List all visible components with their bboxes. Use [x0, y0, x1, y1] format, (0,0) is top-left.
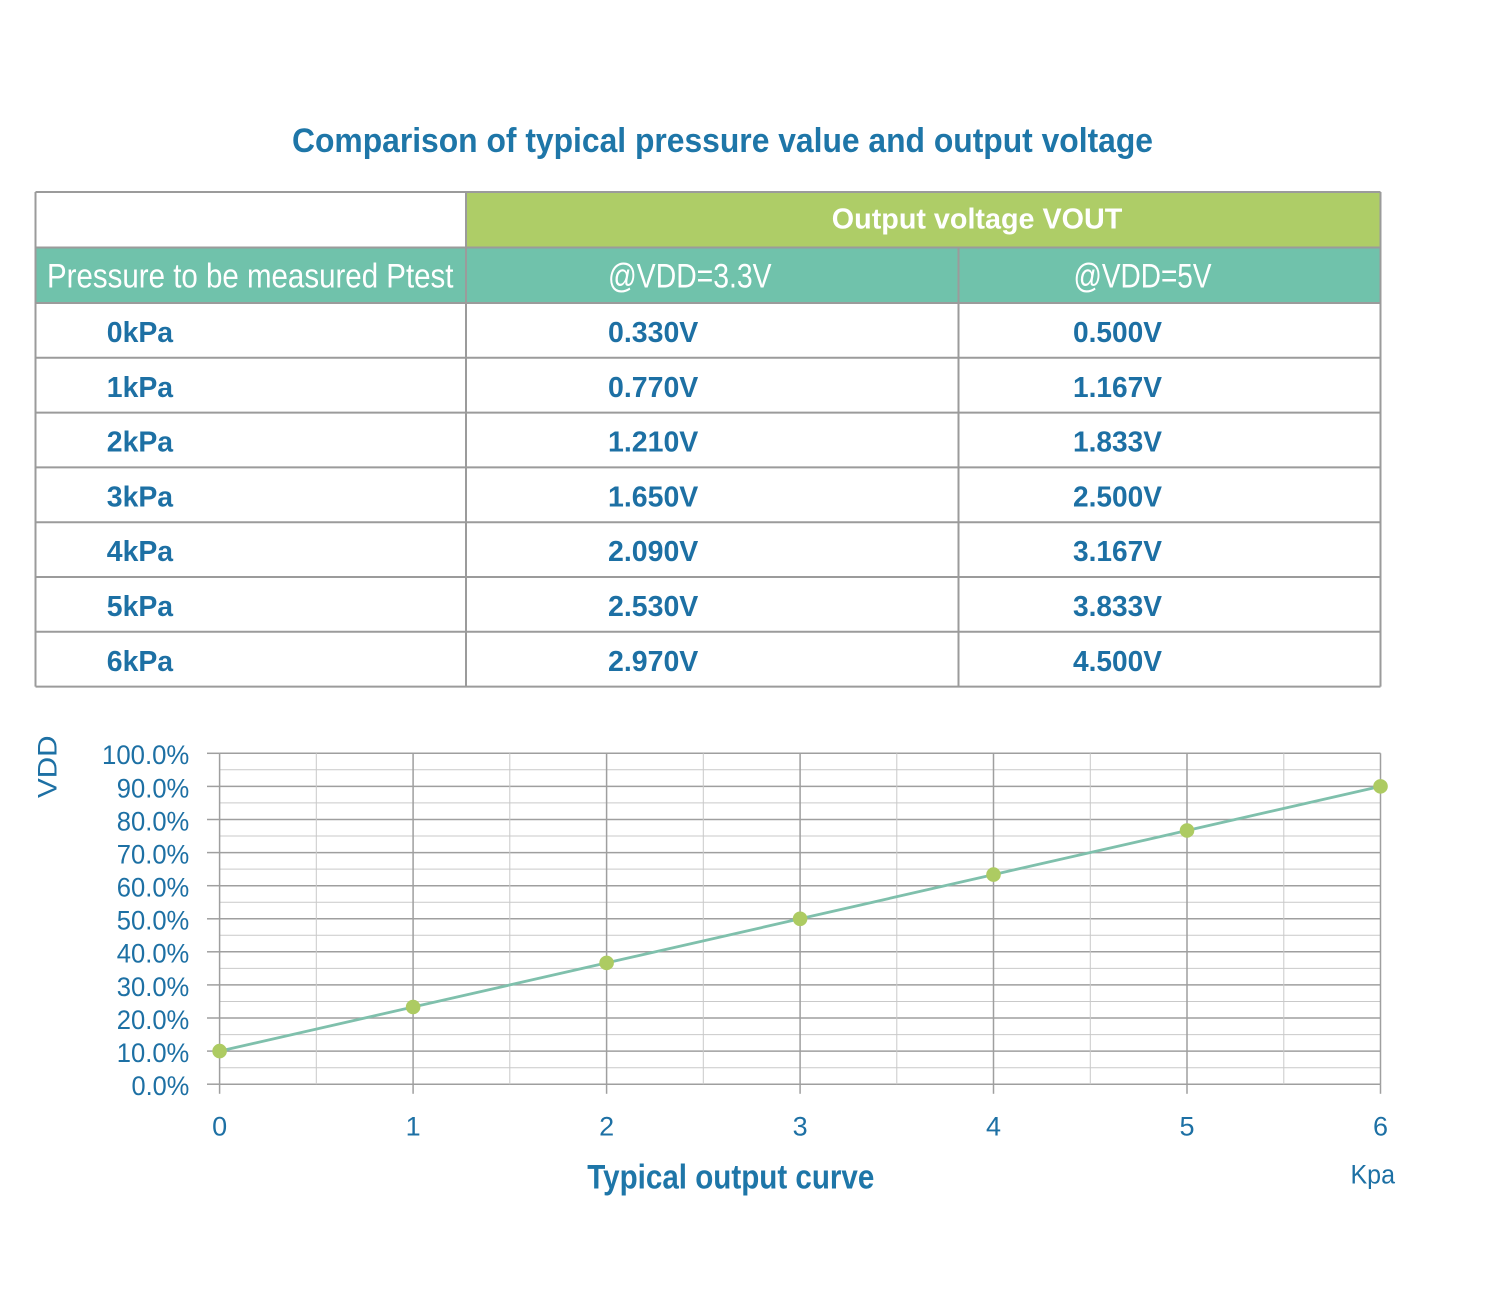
svg-text:30.0%: 30.0%	[117, 972, 190, 1002]
svg-text:5: 5	[1179, 1111, 1194, 1141]
svg-text:0.330V: 0.330V	[608, 317, 699, 349]
svg-text:0.500V: 0.500V	[1073, 317, 1163, 349]
svg-text:Typical output curve: Typical output curve	[587, 1158, 874, 1196]
svg-text:@VDD=5V: @VDD=5V	[1074, 258, 1212, 296]
svg-text:Comparison of typical pressure: Comparison of typical pressure value and…	[292, 122, 1153, 160]
svg-text:1.167V: 1.167V	[1073, 372, 1163, 404]
svg-text:40.0%: 40.0%	[117, 939, 190, 969]
svg-text:2: 2	[599, 1111, 614, 1141]
svg-text:70.0%: 70.0%	[117, 840, 190, 870]
svg-text:3.833V: 3.833V	[1073, 591, 1163, 623]
svg-text:Kpa: Kpa	[1351, 1159, 1396, 1189]
svg-text:3: 3	[793, 1111, 808, 1141]
svg-text:0.0%: 0.0%	[132, 1071, 190, 1101]
svg-text:2kPa: 2kPa	[107, 427, 174, 459]
svg-text:0.770V: 0.770V	[608, 372, 699, 404]
svg-text:2.090V: 2.090V	[608, 536, 699, 568]
svg-text:2.530V: 2.530V	[608, 591, 699, 623]
svg-text:2.500V: 2.500V	[1073, 481, 1163, 513]
svg-text:5kPa: 5kPa	[107, 591, 174, 623]
svg-text:@VDD=3.3V: @VDD=3.3V	[608, 258, 772, 296]
svg-text:10.0%: 10.0%	[117, 1038, 190, 1068]
svg-text:1.210V: 1.210V	[608, 427, 699, 459]
svg-text:0kPa: 0kPa	[107, 317, 174, 349]
svg-text:3.167V: 3.167V	[1073, 536, 1163, 568]
svg-text:1: 1	[406, 1111, 421, 1141]
svg-text:4.500V: 4.500V	[1073, 646, 1163, 678]
svg-text:80.0%: 80.0%	[117, 806, 190, 836]
svg-text:VDD: VDD	[32, 736, 62, 799]
svg-text:1.833V: 1.833V	[1073, 427, 1163, 459]
svg-text:0: 0	[212, 1111, 227, 1141]
svg-text:3kPa: 3kPa	[107, 481, 174, 513]
svg-text:50.0%: 50.0%	[117, 906, 190, 936]
svg-text:Pressure to be measured Ptest: Pressure to be measured Ptest	[47, 257, 454, 295]
svg-text:6: 6	[1373, 1111, 1388, 1141]
svg-text:2.970V: 2.970V	[608, 646, 699, 678]
svg-text:100.0%: 100.0%	[102, 740, 189, 770]
svg-text:1kPa: 1kPa	[107, 372, 174, 404]
svg-text:60.0%: 60.0%	[117, 873, 190, 903]
svg-text:6kPa: 6kPa	[107, 646, 174, 678]
svg-text:1.650V: 1.650V	[608, 481, 699, 513]
svg-text:4kPa: 4kPa	[107, 536, 174, 568]
svg-text:20.0%: 20.0%	[117, 1005, 190, 1035]
svg-text:90.0%: 90.0%	[117, 773, 190, 803]
svg-text:4: 4	[986, 1111, 1001, 1141]
svg-text:Output voltage VOUT: Output voltage VOUT	[832, 204, 1123, 236]
